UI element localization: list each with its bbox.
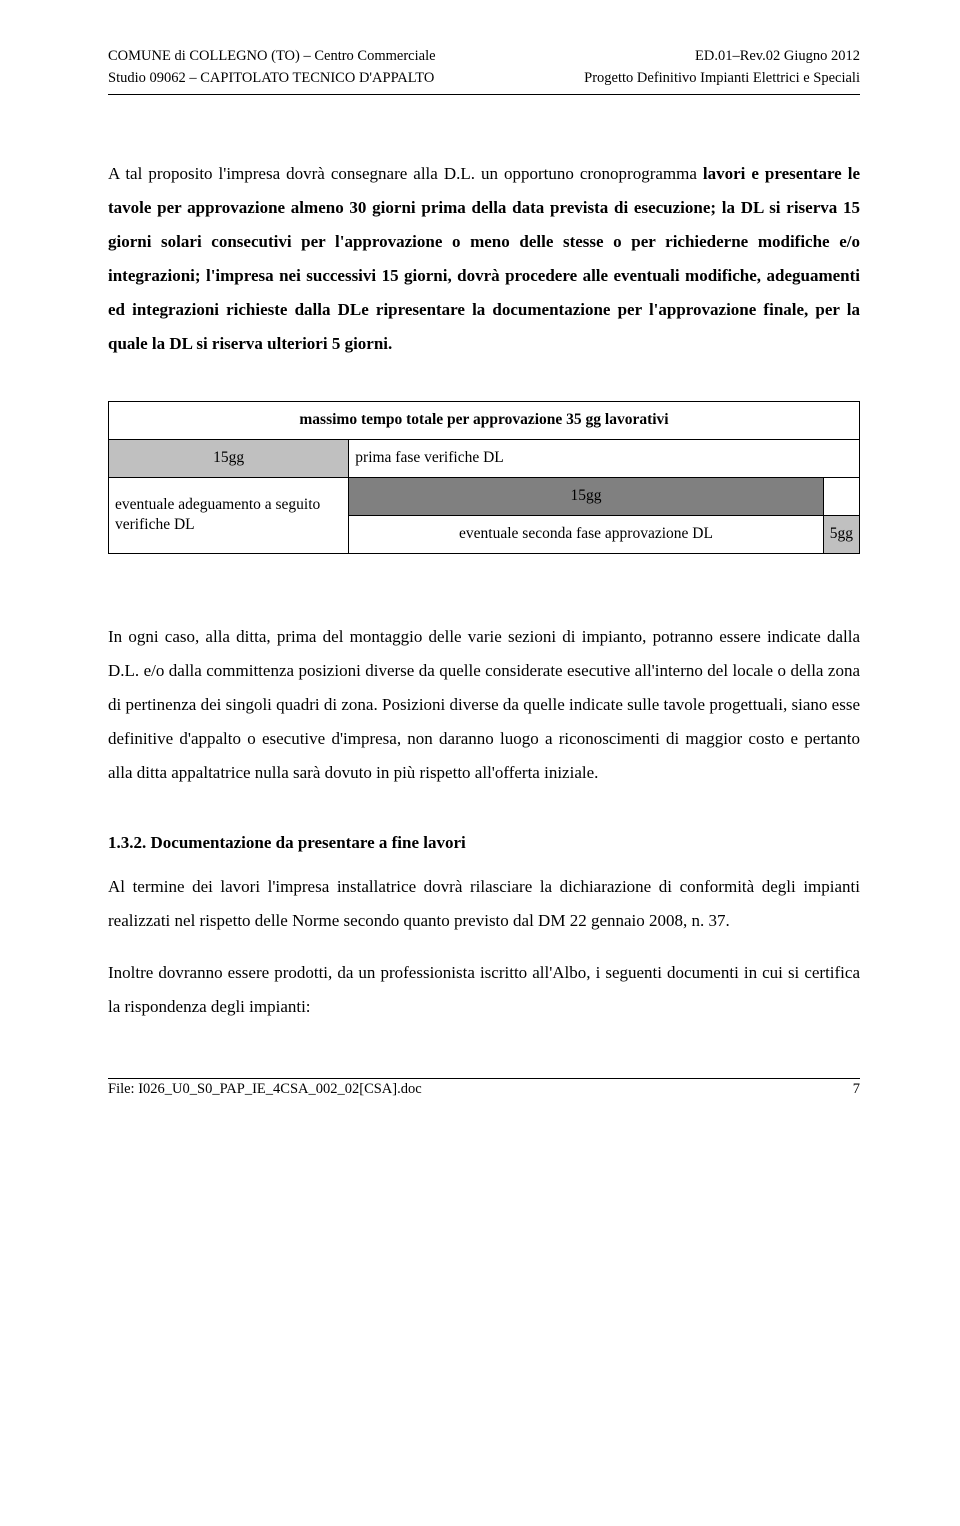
para3: Al termine dei lavori l'impresa installa… [108, 870, 860, 938]
header-left: COMUNE di COLLEGNO (TO) – Centro Commerc… [108, 46, 436, 90]
header-right: ED.01–Rev.02 Giugno 2012 Progetto Defini… [584, 46, 860, 90]
body-paragraph-2-block: In ogni caso, alla ditta, prima del mont… [108, 620, 860, 1024]
body-paragraph-1: A tal proposito l'impresa dovrà consegna… [108, 157, 860, 361]
cell-15gg-1: 15gg [109, 439, 349, 477]
para2: In ogni caso, alla ditta, prima del mont… [108, 620, 860, 790]
header-right-line2: Progetto Definitivo Impianti Elettrici e… [584, 68, 860, 90]
cell-adeguamento: eventuale adeguamento a seguito verifich… [109, 477, 349, 553]
para1-lead: A tal proposito l'impresa dovrà consegna… [108, 164, 703, 183]
page-footer: File: I026_U0_S0_PAP_IE_4CSA_002_02[CSA]… [108, 1078, 860, 1098]
table-header-cell: massimo tempo totale per approvazione 35… [109, 401, 860, 439]
header-rule [108, 94, 860, 95]
header-right-line1: ED.01–Rev.02 Giugno 2012 [584, 46, 860, 68]
table-row-2: eventuale adeguamento a seguito verifich… [109, 477, 860, 515]
header-left-line2: Studio 09062 – CAPITOLATO TECNICO D'APPA… [108, 68, 436, 90]
page: COMUNE di COLLEGNO (TO) – Centro Commerc… [0, 0, 960, 1138]
para1-bold: lavori e presentare le tavole per approv… [108, 164, 860, 353]
cell-15gg-2: 15gg [349, 477, 823, 515]
cell-seconda-fase: eventuale seconda fase approvazione DL [349, 515, 823, 553]
header-left-line1: COMUNE di COLLEGNO (TO) – Centro Commerc… [108, 46, 436, 68]
table-row-1: 15gg prima fase verifiche DL [109, 439, 860, 477]
page-header: COMUNE di COLLEGNO (TO) – Centro Commerc… [108, 46, 860, 90]
approval-table: massimo tempo totale per approvazione 35… [108, 401, 860, 554]
cell-5gg: 5gg [823, 515, 859, 553]
footer-page-number: 7 [853, 1081, 860, 1098]
table-row-header: massimo tempo totale per approvazione 35… [109, 401, 860, 439]
para4: Inoltre dovranno essere prodotti, da un … [108, 956, 860, 1024]
approval-table-wrap: massimo tempo totale per approvazione 35… [108, 401, 860, 554]
cell-prima-fase: prima fase verifiche DL [349, 439, 860, 477]
footer-file: File: I026_U0_S0_PAP_IE_4CSA_002_02[CSA]… [108, 1081, 422, 1098]
section-heading-1-3-2: 1.3.2. Documentazione da presentare a fi… [108, 826, 860, 860]
cell-empty [823, 477, 859, 515]
